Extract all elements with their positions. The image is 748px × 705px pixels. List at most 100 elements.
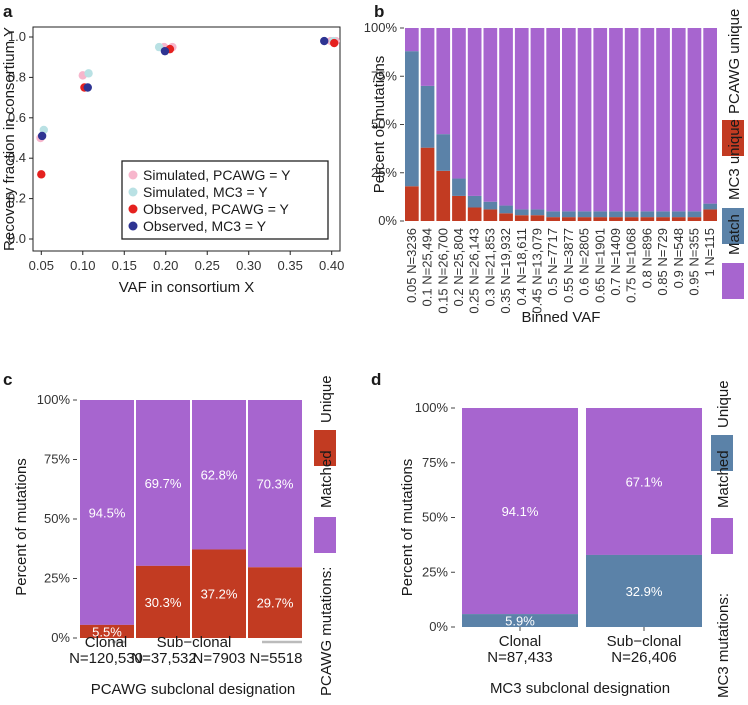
y-tick-label: 75% [422,455,448,470]
legend-label: Simulated, PCAWG = Y [143,167,291,183]
x-tick-label: 0.5 N=7717 [545,228,560,296]
bar-segment [577,28,592,212]
bar-segment [671,217,686,221]
x-axis-title: Binned VAF [522,309,601,326]
panel-label: c [3,370,12,389]
y-tick-label: 0% [429,619,448,634]
legend-label: Matched [715,450,732,508]
bar-segment [405,28,419,52]
bar-segment-matched [80,400,134,625]
data-point [37,131,47,141]
bar-segment [530,28,545,210]
y-tick-label: 100% [364,20,398,35]
bar-segment [530,215,545,221]
bar-segment [499,213,513,221]
y-tick-label: 0.8 [8,69,26,84]
bar-segment [436,28,451,135]
bar-segment [546,217,560,221]
bar-segment [405,186,419,221]
bar-segment [624,28,639,212]
bar-segment [546,211,560,218]
bar-segment [703,28,717,204]
legend-swatch [711,435,733,471]
data-point [160,46,170,56]
panel-c: c 0% 25% 50% 75% 100% 94.5% 5.5% 69.7% 30.3% 62.8%… [3,370,336,698]
bar-segment [467,28,482,196]
bar-segment [577,217,592,221]
legend-swatch [314,430,336,466]
data-label: 94.5% [89,505,126,520]
data-label: 67.1% [626,474,663,489]
x-tick-label: Clonal [499,633,542,650]
y-axis-title: Percent of mutations [399,459,416,597]
legend-label: Matched [318,450,335,508]
data-label: 70.3% [257,477,294,492]
data-label: 32.9% [626,584,663,599]
panel-label: a [3,2,13,21]
bar-segment [562,217,576,221]
x-tick-label: Clonal [85,634,128,651]
bar-segment [656,217,670,221]
x-tick-label: 0.1 N=25,494 [420,228,435,306]
legend-swatch [314,517,336,553]
x-tick-label: 0.95 N=355 [686,228,701,296]
bar-segment [467,207,482,221]
data-label: 94.1% [502,504,539,519]
x-tick-label: 0.15 [112,258,137,273]
bar-segment-matched [586,408,702,555]
bar-segment [671,211,686,218]
data-point [329,38,339,48]
y-tick-label: 1.0 [8,29,26,44]
panel-a: a 0.0 0.2 0.4 0.6 0.8 1.0 0.05 0.10 0.15 0.20 0.25 0… [1,2,344,296]
legend-title: MC3 mutations: [715,593,732,698]
legend-box [121,160,329,240]
bar-segment [593,211,608,218]
y-axis-title: Percent of mutations [371,56,388,194]
x-tick-count: N=37,532 [131,650,196,667]
y-tick-label: 0.6 [8,110,26,125]
x-tick-label: 0.15 N=26,700 [435,228,450,314]
y-tick-label: 0.0 [8,231,26,246]
x-tick-label: 0.6 N=2805 [577,228,592,296]
x-tick-count: N=87,433 [487,649,552,666]
x-tick-count: N=7903 [193,650,246,667]
x-tick-count: N=26,406 [611,649,676,666]
bar-segment [436,170,451,221]
legend-marker [128,204,138,214]
bar-segment [546,28,560,212]
y-tick-label: 0% [51,630,70,645]
bar-segment [530,209,545,216]
x-tick-label: 0.35 N=19,932 [498,228,513,314]
legend-swatch [722,208,744,244]
y-axis-title: Recovery fraction in consortium Y [1,27,18,251]
data-label: 5.9% [505,614,535,629]
bar-segment [514,28,529,210]
bar-segment [687,211,702,218]
y-tick-label: 0.4 [8,150,26,165]
data-point [37,170,46,179]
bar-segment [609,211,623,218]
y-tick-label: 100% [415,400,449,415]
x-axis-title: MC3 subclonal designation [490,680,670,697]
bar-segment [436,134,451,171]
bar-segment-unique [462,614,578,627]
x-tick-label: 0.8 N=896 [639,228,654,288]
x-tick-label: 0.4 N=18,611 [514,228,529,305]
x-tick-label: 1 N=115 [702,228,717,277]
x-tick-label: 0.05 [29,258,54,273]
panel-label: d [371,370,381,389]
x-tick-label: 0.35 [278,258,303,273]
data-label: 69.7% [145,476,182,491]
x-tick-label: 0.75 N=1068 [624,228,639,303]
bar-segment [452,28,466,179]
bar-segment [609,217,623,221]
data-label: 37.2% [201,587,238,602]
bar-segment [467,195,482,208]
bar-segment-unique [192,549,246,638]
bar-segment [656,28,670,212]
legend-label: Observed, PCAWG = Y [143,201,290,217]
bar-segment-matched [192,400,246,550]
bar-segment-matched [248,400,302,568]
bar-segment [562,28,576,212]
